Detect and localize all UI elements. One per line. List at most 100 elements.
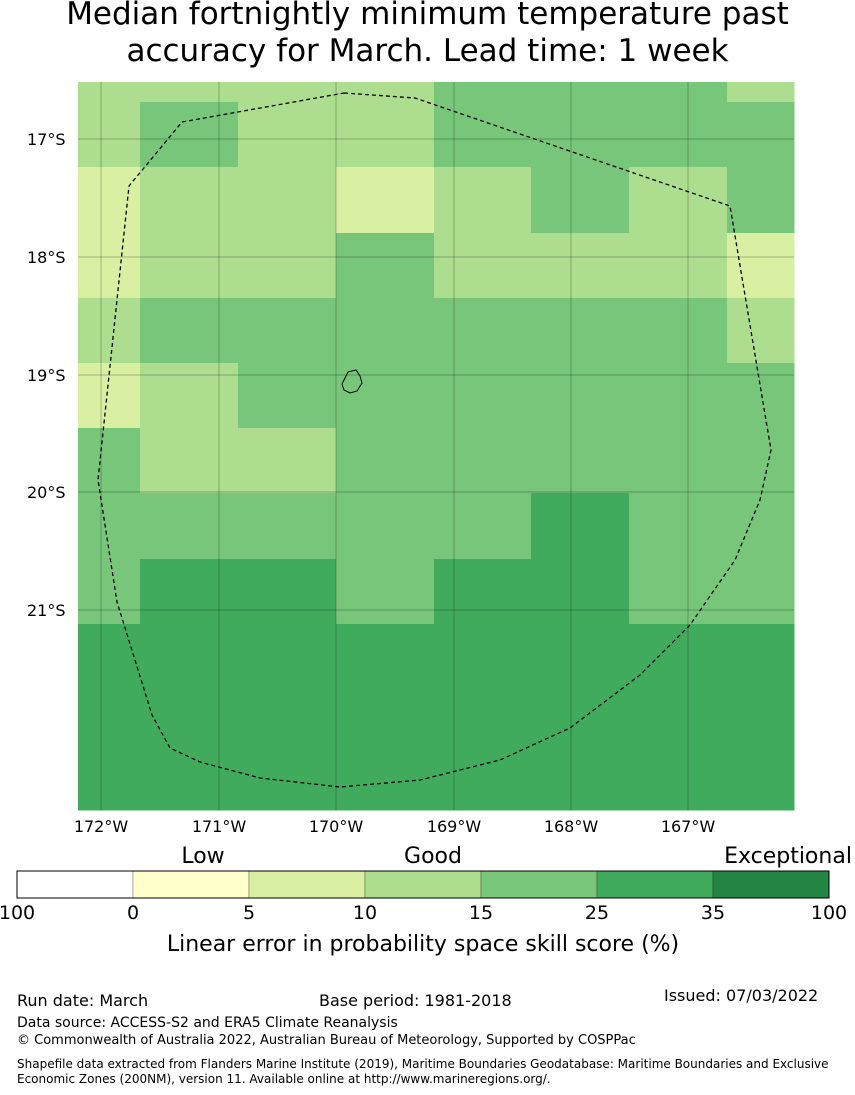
grid-cell xyxy=(336,233,435,299)
lon-tick: 167°W xyxy=(660,817,716,836)
lon-tick: 168°W xyxy=(543,817,599,836)
grid-cell xyxy=(531,428,630,494)
lon-tick: 169°W xyxy=(426,817,482,836)
grid-cell xyxy=(629,559,728,625)
lon-tick: 170°W xyxy=(308,817,364,836)
grid-cell xyxy=(140,82,239,103)
lon-tick: 171°W xyxy=(191,817,247,836)
grid-cell xyxy=(727,559,795,625)
grid-cell xyxy=(78,559,141,625)
run-date: Run date: March xyxy=(17,991,149,1010)
grid-cell xyxy=(629,82,728,103)
grid-cell xyxy=(140,298,239,364)
grid-cell xyxy=(434,102,532,168)
grid-cell xyxy=(140,167,239,234)
grid-cell xyxy=(78,624,141,811)
grid-cell xyxy=(531,233,630,299)
grid-cell xyxy=(434,624,532,811)
grid-cell xyxy=(727,363,795,429)
grid-cell xyxy=(336,493,435,560)
colorbar-tick: 5 xyxy=(242,902,256,924)
grid-cell xyxy=(336,624,435,811)
colorbar-tick: 100 xyxy=(810,902,848,924)
colorbar-segment xyxy=(132,870,250,899)
grid-cell xyxy=(238,428,337,494)
colorbar-tick: 25 xyxy=(584,902,610,924)
colorbar-segment xyxy=(480,870,598,899)
category-exceptional: Exceptional xyxy=(724,844,852,869)
colorbar-segment xyxy=(16,870,134,899)
grid-cell xyxy=(434,363,532,429)
title-line-1: Median fortnightly minimum temperature p… xyxy=(66,0,789,32)
grid-cell xyxy=(629,298,728,364)
grid-cell xyxy=(78,233,141,299)
lat-tick: 19°S xyxy=(27,366,66,385)
grid-cell xyxy=(434,233,532,299)
grid-cell xyxy=(531,102,630,168)
grid-cell xyxy=(531,167,630,234)
grid-cell xyxy=(629,167,728,234)
colorbar-label: Linear error in probability space skill … xyxy=(166,932,680,957)
grid-cell xyxy=(531,298,630,364)
grid-cell xyxy=(727,298,795,364)
lat-tick: 20°S xyxy=(27,483,66,502)
grid-cell xyxy=(78,493,141,560)
grid-cell xyxy=(434,298,532,364)
grid-cell xyxy=(531,82,630,103)
colorbar-segment xyxy=(596,870,714,899)
colorbar-tick: 35 xyxy=(700,902,726,924)
category-low: Low xyxy=(181,844,225,869)
grid-cell xyxy=(78,82,141,103)
grid-cell xyxy=(238,624,337,811)
grid-cell xyxy=(629,428,728,494)
eez-boundary xyxy=(97,92,772,788)
colorbar-segment xyxy=(364,870,482,899)
grid-cell xyxy=(336,559,435,625)
colorbar-frame xyxy=(16,870,830,899)
colorbar-segment xyxy=(248,870,366,899)
grid-cell xyxy=(78,102,141,168)
grid-cell xyxy=(140,624,239,811)
grid-cell xyxy=(238,102,337,168)
grid-cell xyxy=(727,167,795,234)
grid-cell xyxy=(336,82,435,103)
grid-cell xyxy=(238,233,337,299)
grid-cell xyxy=(727,493,795,560)
grid-cell xyxy=(78,298,141,364)
colorbar-tick: 15 xyxy=(468,902,494,924)
grid-cell xyxy=(238,363,337,429)
issued-date: Issued: 07/03/2022 xyxy=(664,986,819,1005)
grid-cell xyxy=(531,493,630,560)
grid-cell xyxy=(434,167,532,234)
data-source: Data source: ACCESS-S2 and ERA5 Climate … xyxy=(17,1015,398,1031)
grid-cell xyxy=(336,167,435,234)
skill-map xyxy=(78,82,795,811)
grid-cell xyxy=(140,493,239,560)
grid-cell xyxy=(78,428,141,494)
shapefile-credit-2: Economic Zones (200NM), version 11. Avai… xyxy=(17,1072,551,1086)
grid-cell xyxy=(629,102,728,168)
lat-tick: 18°S xyxy=(27,248,66,267)
grid-cell xyxy=(727,428,795,494)
grid-cell xyxy=(727,102,795,168)
grid-cell xyxy=(434,82,532,103)
island-niue xyxy=(341,369,363,394)
grid-cell xyxy=(140,102,239,168)
grid-cell xyxy=(336,428,435,494)
category-good: Good xyxy=(404,844,462,869)
grid-cell xyxy=(531,624,630,811)
lon-tick: 172°W xyxy=(73,817,129,836)
grid-cell xyxy=(140,233,239,299)
grid-cell xyxy=(336,363,435,429)
colorbar-tick: 0 xyxy=(126,902,140,924)
grid-cell xyxy=(531,559,630,625)
grid-cell xyxy=(238,493,337,560)
title-line-2: accuracy for March. Lead time: 1 week xyxy=(126,33,729,69)
colorbar-tick: 100 xyxy=(0,902,36,924)
grid-cell xyxy=(434,559,532,625)
grid-cell xyxy=(434,428,532,494)
grid-cell xyxy=(238,298,337,364)
colorbar-segment xyxy=(712,870,830,899)
grid-cell xyxy=(629,493,728,560)
grid-cell xyxy=(238,167,337,234)
